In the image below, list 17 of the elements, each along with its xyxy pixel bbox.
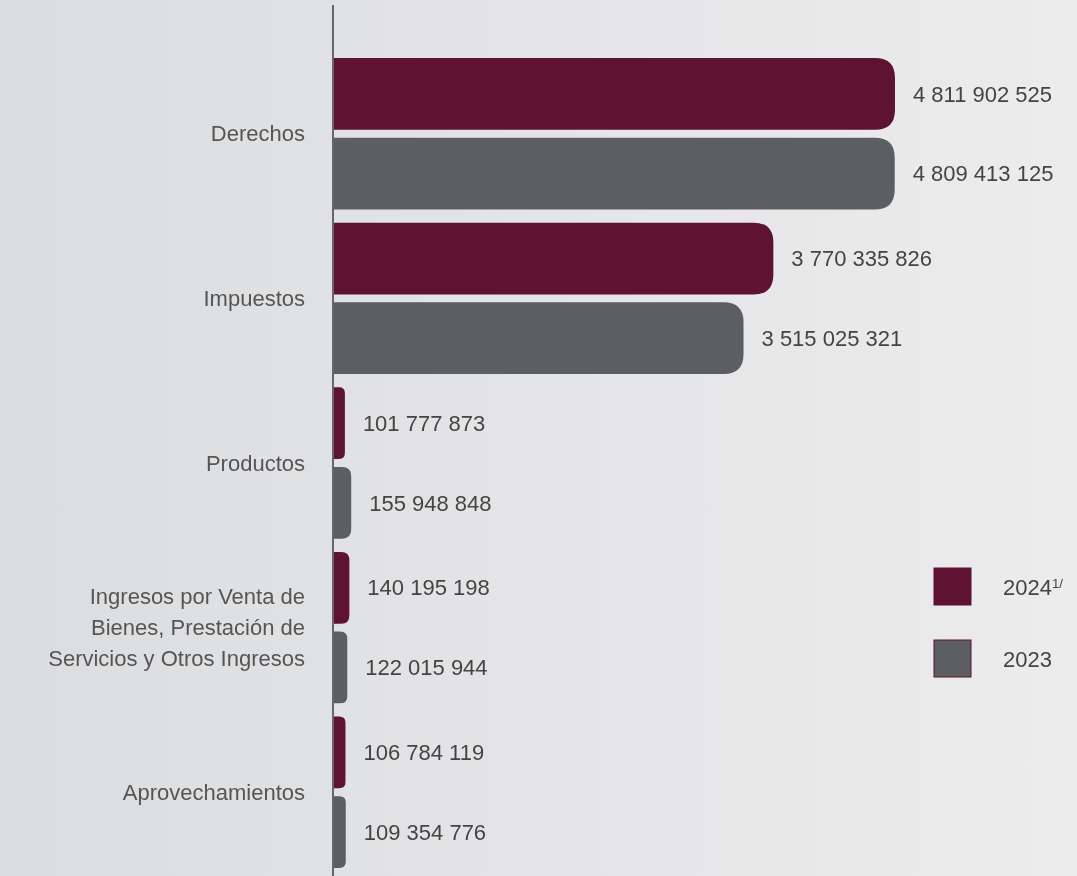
legend-label: 2023 bbox=[1003, 646, 1052, 672]
data-label: 4 809 413 125 bbox=[912, 161, 1054, 187]
y-tick-label: Impuestos bbox=[203, 286, 305, 312]
data-label: 140 195 198 bbox=[367, 575, 490, 601]
data-label: 3 515 025 321 bbox=[761, 325, 903, 351]
data-label: 3 770 335 826 bbox=[791, 246, 933, 272]
data-label: 101 777 873 bbox=[362, 410, 486, 436]
data-label: 122 015 944 bbox=[365, 655, 488, 681]
y-tick-label: Aprovechamientos bbox=[122, 779, 305, 805]
data-label: 4 811 902 525 bbox=[913, 81, 1053, 107]
legend-label: 2024$^{1/}$ bbox=[1003, 574, 1064, 600]
data-label: 155 948 848 bbox=[369, 490, 492, 516]
y-tick-label: Derechos bbox=[210, 121, 305, 147]
data-label: 106 784 119 bbox=[363, 740, 485, 766]
y-tick-label: Ingresos por Venta de Bienes, Prestación de Servicios y Otros Ingresos bbox=[48, 584, 305, 672]
data-label: 109 354 776 bbox=[363, 819, 487, 845]
y-tick-label: Productos bbox=[205, 450, 305, 476]
